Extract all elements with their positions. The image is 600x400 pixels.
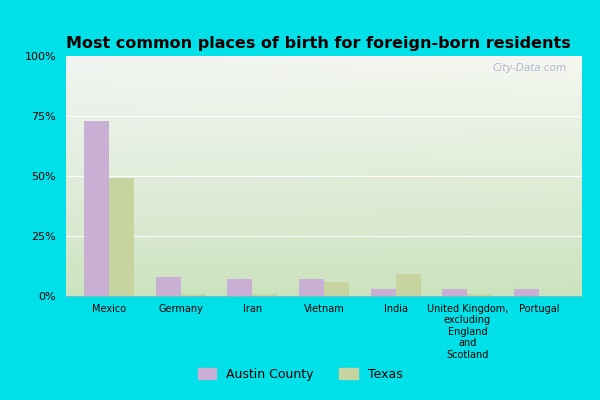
Bar [467,294,493,296]
Bar [371,289,395,296]
Text: City-Data.com: City-Data.com [493,63,566,73]
Bar [155,277,181,296]
Bar [299,279,324,296]
Bar [514,289,539,296]
Bar [109,178,134,296]
Bar [181,294,206,296]
Bar [227,279,253,296]
Bar [253,294,277,296]
Bar [324,282,349,296]
Bar [442,289,467,296]
Text: Most common places of birth for foreign-born residents: Most common places of birth for foreign-… [66,36,571,51]
Bar [84,121,109,296]
Legend: Austin County, Texas: Austin County, Texas [193,363,407,386]
Bar [395,274,421,296]
